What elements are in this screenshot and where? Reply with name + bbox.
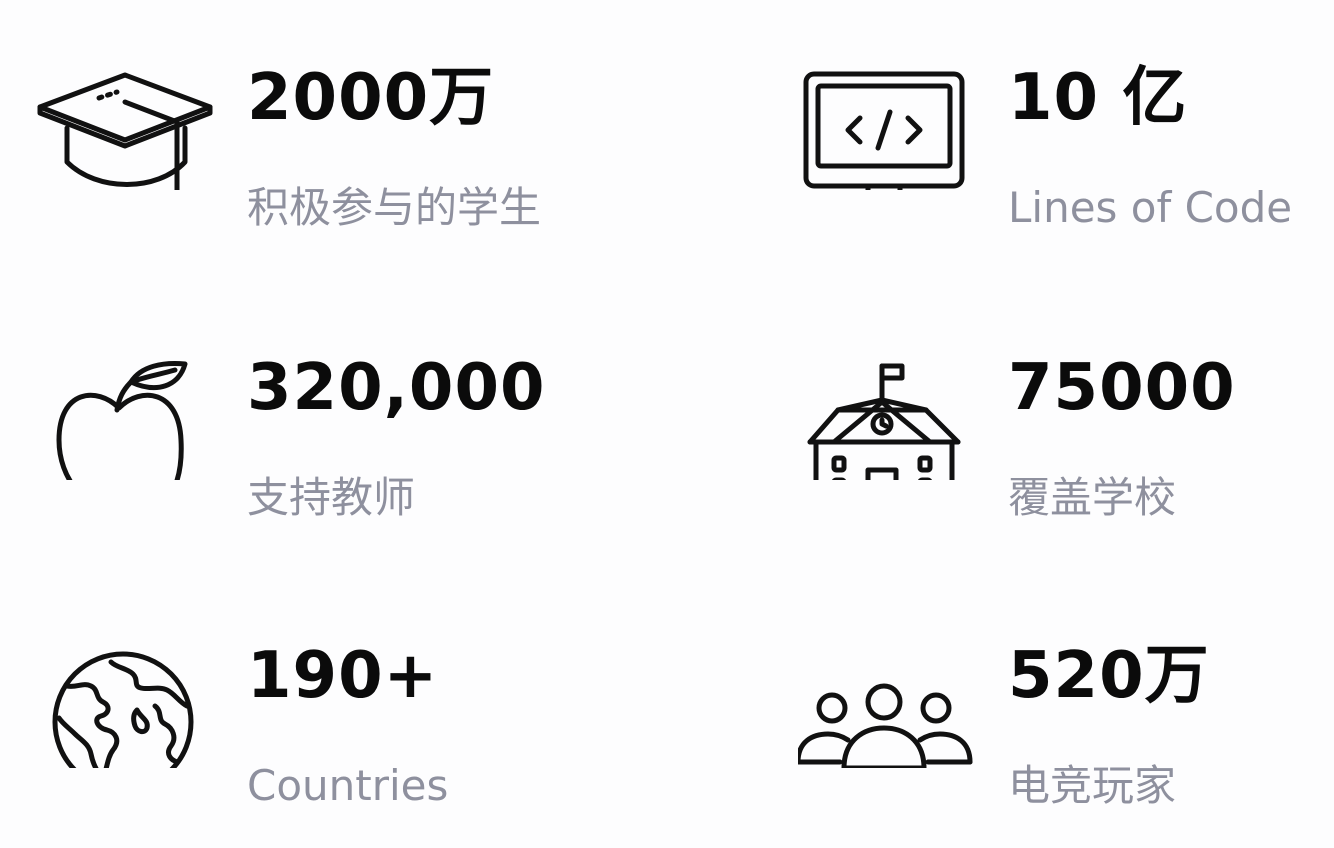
- stat-label: 电竞玩家: [1008, 761, 1177, 810]
- stat-value: 320,000: [247, 351, 546, 425]
- users-group-icon: [798, 578, 988, 768]
- stat-label: 覆盖学校: [1008, 473, 1177, 522]
- stat-students: 2000万 积极参与的学生: [37, 0, 597, 232]
- code-monitor-icon: [798, 0, 988, 190]
- stat-teachers: 320,000 支持教师: [37, 290, 597, 522]
- stat-value: 2000万: [247, 61, 495, 135]
- stat-value: 75000: [1008, 351, 1236, 425]
- school-building-icon: [798, 290, 988, 480]
- stat-label: 支持教师: [247, 473, 416, 522]
- stat-value: 520万: [1008, 639, 1210, 713]
- stat-value: 190+: [247, 639, 439, 713]
- stat-lines-of-code: 10 亿 Lines of Code: [798, 0, 1334, 232]
- stat-value: 10 亿: [1008, 61, 1188, 135]
- stat-esports-players: 520万 电竞玩家: [798, 578, 1334, 810]
- globe-icon: [37, 578, 227, 768]
- stat-label: Countries: [247, 761, 449, 810]
- stat-label: 积极参与的学生: [247, 183, 542, 232]
- stat-label: Lines of Code: [1008, 183, 1293, 232]
- stat-countries: 190+ Countries: [37, 578, 597, 810]
- stat-schools: 75000 覆盖学校: [798, 290, 1334, 522]
- graduation-cap-icon: [37, 0, 227, 190]
- apple-icon: [37, 290, 227, 480]
